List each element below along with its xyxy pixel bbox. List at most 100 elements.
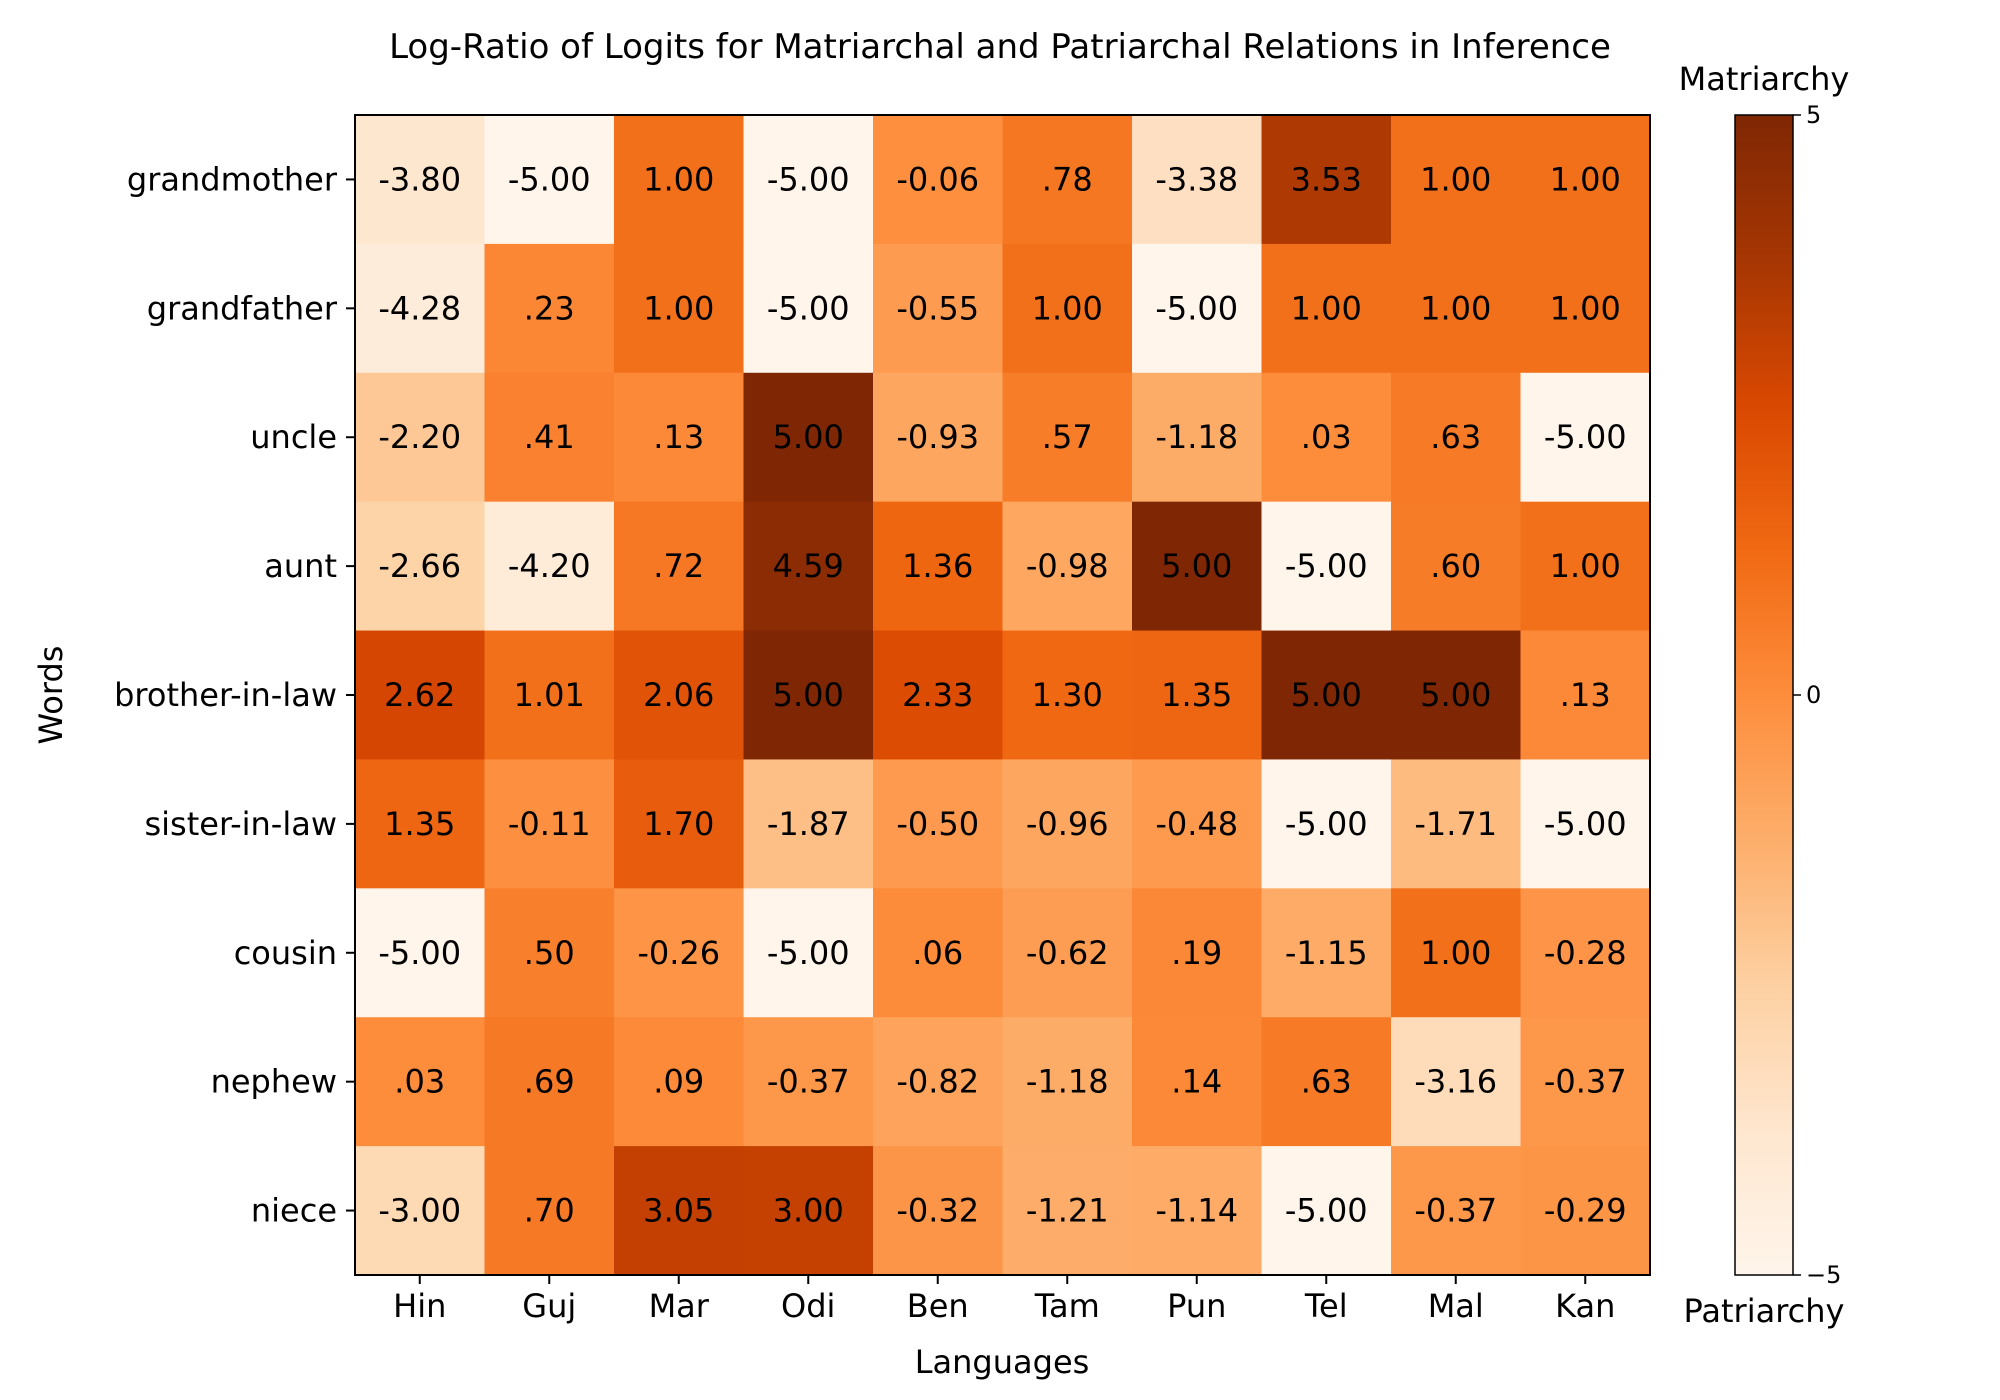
colorbar-tick-label: 5 — [1806, 101, 1821, 129]
heatmap-cell — [614, 115, 745, 245]
heatmap-cell — [614, 888, 745, 1018]
cell-value-label: 1.00 — [1032, 289, 1103, 327]
cell-value-label: -0.37 — [767, 1063, 850, 1101]
heatmap-cell — [1391, 115, 1522, 245]
heatmap-cell — [873, 1146, 1004, 1276]
cell-value-label: -1.18 — [1155, 418, 1238, 456]
cell-value-label: -3.38 — [1155, 160, 1238, 198]
heatmap-cell — [1002, 888, 1133, 1018]
cell-value-label: 1.35 — [1161, 676, 1232, 714]
x-tick-label: Tam — [1034, 1287, 1100, 1325]
heatmap-cell — [355, 630, 486, 761]
cell-value-label: -1.71 — [1414, 805, 1497, 843]
cell-value-label: .09 — [653, 1063, 704, 1101]
heatmap-cell — [873, 115, 1004, 245]
y-tick-label: nephew — [211, 1063, 337, 1101]
cell-value-label: -0.26 — [637, 934, 720, 972]
cell-value-label: -1.21 — [1026, 1192, 1109, 1230]
colorbar-tick-label: 0 — [1806, 681, 1821, 709]
cell-value-label: -0.06 — [896, 160, 979, 198]
heatmap-cell — [355, 243, 486, 374]
heatmap-cell — [743, 1146, 874, 1276]
cell-value-label: 1.00 — [1420, 160, 1491, 198]
x-tick-label: Kan — [1555, 1287, 1615, 1325]
heatmap-cell — [1132, 372, 1263, 503]
x-tick-label: Ben — [907, 1287, 969, 1325]
heatmap-cell — [1261, 888, 1392, 1018]
heatmap-cell — [355, 1017, 486, 1147]
cell-value-label: -0.32 — [896, 1192, 979, 1230]
cell-value-label: 1.35 — [384, 805, 455, 843]
cell-value-label: -5.00 — [1544, 805, 1627, 843]
cell-value-label: -0.82 — [896, 1063, 979, 1101]
heatmap-cell — [1132, 1146, 1263, 1276]
heatmap-cell — [614, 759, 745, 889]
cell-value-label: .06 — [912, 934, 963, 972]
heatmap-cell — [1520, 372, 1651, 503]
heatmap-cell — [484, 501, 615, 632]
heatmap-cell — [873, 501, 1004, 632]
heatmap-cell — [1002, 1146, 1133, 1276]
cell-value-label: 2.33 — [902, 676, 973, 714]
heatmap-cell — [1132, 630, 1263, 761]
cell-value-label: .03 — [394, 1063, 445, 1101]
cell-value-label: -0.37 — [1544, 1063, 1627, 1101]
heatmap-cell — [1002, 501, 1133, 632]
heatmap-cell — [1002, 759, 1133, 889]
heatmap-cell — [873, 1017, 1004, 1147]
cell-value-label: 3.00 — [773, 1192, 844, 1230]
heatmap-cell — [614, 372, 745, 503]
heatmap-cell — [1520, 243, 1651, 374]
cell-value-label: -1.15 — [1285, 934, 1368, 972]
x-tick-label: Mar — [649, 1287, 710, 1325]
heatmap-cell — [1002, 243, 1133, 374]
cell-value-label: .69 — [524, 1063, 575, 1101]
heatmap-cell — [1520, 1017, 1651, 1147]
colorbar — [1734, 114, 1794, 1276]
y-tick-label: aunt — [264, 547, 337, 585]
heatmap-cell — [1261, 372, 1392, 503]
heatmap-cell — [614, 501, 745, 632]
y-tick-label: uncle — [250, 418, 337, 456]
cell-value-label: -0.48 — [1155, 805, 1238, 843]
cell-value-label: .14 — [1171, 1063, 1222, 1101]
x-tick-label: Odi — [781, 1287, 835, 1325]
x-tick-label: Pun — [1167, 1287, 1226, 1325]
cell-value-label: 1.00 — [643, 289, 714, 327]
cell-value-label: 1.00 — [643, 160, 714, 198]
y-tick-label: cousin — [234, 934, 337, 972]
heatmap-cell — [1520, 115, 1651, 245]
cell-value-label: -4.28 — [378, 289, 461, 327]
cell-value-label: .50 — [524, 934, 575, 972]
heatmap-cell — [484, 243, 615, 374]
y-axis-label: Words — [32, 646, 70, 745]
heatmap-cell — [1520, 1146, 1651, 1276]
heatmap-cell — [1132, 759, 1263, 889]
heatmap-cell — [1261, 115, 1392, 245]
heatmap-cell — [1391, 1146, 1522, 1276]
heatmap-cell — [614, 243, 745, 374]
heatmap-cell — [1391, 243, 1522, 374]
heatmap-cell — [1391, 1017, 1522, 1147]
chart-title: Log-Ratio of Logits for Matriarchal and … — [389, 27, 1611, 67]
cell-value-label: 1.00 — [1550, 547, 1621, 585]
cell-value-label: .13 — [653, 418, 704, 456]
heatmap-cell — [1261, 501, 1392, 632]
cell-value-label: -5.00 — [767, 160, 850, 198]
heatmap-cell — [1391, 630, 1522, 761]
cell-value-label: 3.05 — [643, 1192, 714, 1230]
cell-value-label: -0.28 — [1544, 934, 1627, 972]
cell-value-label: -0.29 — [1544, 1192, 1627, 1230]
heatmap-cell — [1002, 630, 1133, 761]
heatmap-cell — [743, 372, 874, 503]
cell-value-label: 1.00 — [1291, 289, 1362, 327]
cell-value-label: 1.00 — [1420, 934, 1491, 972]
cell-value-label: -5.00 — [1285, 1192, 1368, 1230]
cell-value-label: .13 — [1560, 676, 1611, 714]
colorbar-bottom-label: Patriarchy — [1684, 1292, 1845, 1330]
cell-value-label: 2.62 — [384, 676, 455, 714]
colorbar-tick-label: −5 — [1806, 1261, 1841, 1289]
cell-value-label: 5.00 — [1291, 676, 1362, 714]
